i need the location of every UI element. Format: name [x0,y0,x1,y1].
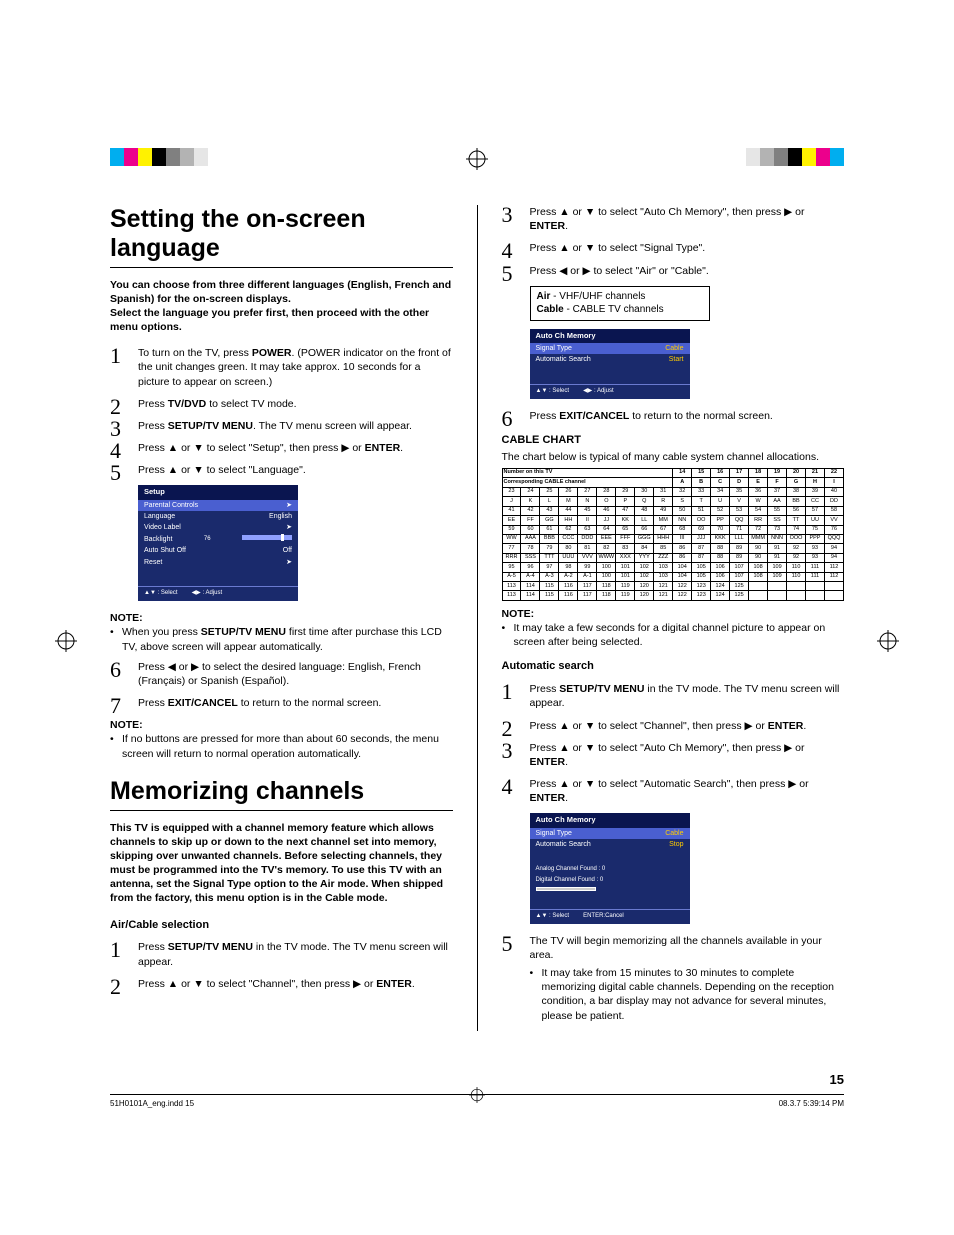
osd-auto-search: Auto Ch MemorySignal TypeCableAutomatic … [530,813,690,923]
step-item: 3Press ▲ or ▼ to select "Auto Ch Memory"… [502,205,845,233]
cable-chart-table: Number on this TV141516171819202122Corre… [502,468,845,601]
step-item: 2Press ▲ or ▼ to select "Channel", then … [110,977,453,991]
step-item: 3Press SETUP/TV MENU. The TV menu screen… [110,419,453,433]
cable-chart-heading: CABLE CHART [502,433,845,448]
footer-timestamp: 08.3.7 5:39:14 PM [779,1099,844,1110]
steps-language-1: 1To turn on the TV, press POWER. (POWER … [110,346,453,477]
note-heading: NOTE: [110,718,453,732]
steps-language-2: 6Press ◀ or ▶ to select the desired lang… [110,660,453,711]
registration-cross-icon [55,630,77,652]
registration-cross-icon [877,630,899,652]
right-column: 3Press ▲ or ▼ to select "Auto Ch Memory"… [502,205,845,1031]
step-item: 5Press ◀ or ▶ to select "Air" or "Cable"… [502,264,845,278]
step-item: 1Press SETUP/TV MENU in the TV mode. The… [502,682,845,710]
step-item: 5Press ▲ or ▼ to select "Language". [110,463,453,477]
note-item: When you press SETUP/TV MENU first time … [110,625,453,653]
steps-exit: 6Press EXIT/CANCEL to return to the norm… [502,409,845,423]
registration-marks [0,148,954,170]
note-item: If no buttons are pressed for more than … [110,732,453,760]
steps-air-cable: 1Press SETUP/TV MENU in the TV mode. The… [110,940,453,991]
osd-setup-menu: SetupParental Controls➤LanguageEnglishVi… [138,485,298,601]
column-divider [477,205,478,1031]
reg-swatches-right [746,148,844,166]
step-item: 6Press EXIT/CANCEL to return to the norm… [502,409,845,423]
step-item: 6Press ◀ or ▶ to select the desired lang… [110,660,453,688]
heading-language: Setting the on-screen language [110,205,453,268]
step-item: 4Press ▲ or ▼ to select "Setup", then pr… [110,441,453,455]
step-item: 3Press ▲ or ▼ to select "Auto Ch Memory"… [502,741,845,769]
step-item: 7Press EXIT/CANCEL to return to the norm… [110,696,453,710]
registration-cross-icon [469,1087,485,1103]
note-heading: NOTE: [110,611,453,625]
note-heading: NOTE: [502,607,845,621]
intro-memorizing: This TV is equipped with a channel memor… [110,821,453,906]
left-column: Setting the on-screen language You can c… [110,205,453,1031]
note-list: When you press SETUP/TV MENU first time … [110,625,453,653]
reg-swatches-left [110,148,208,166]
heading-memorizing: Memorizing channels [110,777,453,811]
step-item: 1To turn on the TV, press POWER. (POWER … [110,346,453,389]
note-list: If no buttons are pressed for more than … [110,732,453,760]
registration-cross-icon [466,148,488,170]
osd-auto-ch-memory: Auto Ch MemorySignal TypeCableAutomatic … [530,329,690,399]
step-item: 2Press ▲ or ▼ to select "Channel", then … [502,719,845,733]
note-item: It may take a few seconds for a digital … [502,621,845,649]
step-item: 4Press ▲ or ▼ to select "Automatic Searc… [502,777,845,805]
page-number: 15 [110,1071,844,1089]
page-footer: 51H0101A_eng.indd 15 08.3.7 5:39:14 PM [110,1094,844,1110]
note-list: It may take a few seconds for a digital … [502,621,845,649]
steps-memorize-result: 5The TV will begin memorizing all the ch… [502,934,845,1023]
cable-chart-intro: The chart below is typical of many cable… [502,450,845,464]
subheading-auto-search: Automatic search [502,659,845,674]
page-columns: Setting the on-screen language You can c… [110,205,844,1031]
step-item: 1Press SETUP/TV MENU in the TV mode. The… [110,940,453,968]
air-cable-info-box: Air - VHF/UHF channelsCable - CABLE TV c… [530,286,710,321]
footer-file: 51H0101A_eng.indd 15 [110,1099,194,1110]
step-item: 2Press TV/DVD to select TV mode. [110,397,453,411]
steps-auto-search: 1Press SETUP/TV MENU in the TV mode. The… [502,682,845,805]
step-item: 4Press ▲ or ▼ to select "Signal Type". [502,241,845,255]
step-item: 5The TV will begin memorizing all the ch… [502,934,845,1023]
intro-language: You can choose from three different lang… [110,278,453,335]
steps-air-cable-cont: 3Press ▲ or ▼ to select "Auto Ch Memory"… [502,205,845,278]
subheading-air-cable: Air/Cable selection [110,918,453,933]
